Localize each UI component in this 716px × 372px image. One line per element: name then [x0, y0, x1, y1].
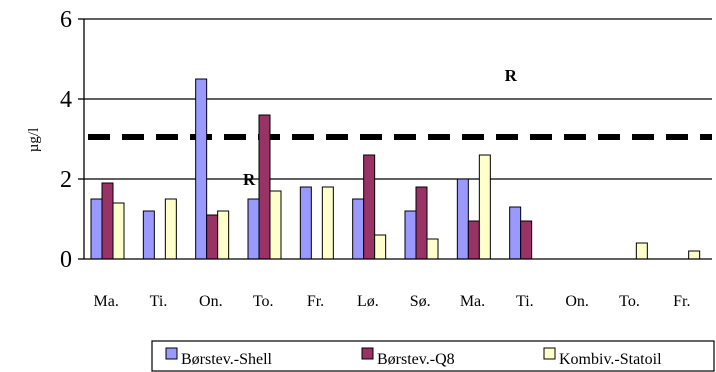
bar: [299, 186, 312, 260]
x-tick-label: Ma.: [460, 293, 485, 310]
bar: [217, 210, 230, 260]
bar: [112, 202, 125, 260]
x-tick-label: Ma.: [94, 293, 119, 310]
bar: [352, 198, 365, 260]
bar: [415, 186, 428, 260]
legend-label: Børstev.-Shell: [181, 351, 273, 368]
legend-box: [151, 340, 715, 372]
x-tick-label: On.: [565, 293, 589, 310]
bar: [688, 250, 701, 260]
x-tick-label: Lø.: [357, 293, 379, 310]
bar: [195, 78, 208, 260]
bar: [206, 214, 219, 260]
bar: [456, 178, 469, 260]
bar: [258, 114, 271, 260]
legend-label: Kombiv.-Statoil: [559, 351, 662, 368]
bar: [520, 220, 533, 260]
x-tick-label: Fr.: [307, 293, 324, 310]
bar: [101, 182, 114, 260]
bar: [374, 234, 387, 260]
bar: [142, 210, 155, 260]
bar: [269, 190, 282, 260]
grid-lines: [84, 18, 712, 180]
legend: Børstev.-Shell Børstev.-Q8 Kombiv.-Statoil: [151, 340, 715, 372]
legend-swatch: [361, 347, 374, 360]
legend-swatch: [165, 347, 178, 360]
bar: [90, 198, 103, 260]
x-tick-label: On.: [199, 293, 223, 310]
y-tick-label: 0: [60, 247, 72, 273]
annotation-label: R: [243, 170, 256, 189]
y-axis-label: µg/l: [26, 128, 42, 152]
x-tick-label: To.: [253, 293, 274, 310]
x-tick-label: Ti.: [150, 293, 168, 310]
x-tick-labels: Ma. Ti. On. To. Fr. Lø. Sø. Ma. Ti. On. To. Fr.: [94, 293, 691, 310]
bar: [404, 210, 417, 260]
annotation-label: R: [505, 66, 518, 85]
bar: [247, 198, 260, 260]
x-tick-label: Ti.: [516, 293, 534, 310]
bar: [426, 238, 439, 260]
axes: [78, 18, 712, 260]
legend-label: Børstev.-Q8: [377, 351, 455, 368]
x-tick-label: Sø.: [410, 293, 431, 310]
y-tick-label: 4: [60, 87, 72, 113]
y-tick-label: 6: [60, 7, 72, 33]
bar: [478, 154, 491, 260]
bars: [90, 78, 701, 260]
x-tick-label: Fr.: [673, 293, 690, 310]
bar: [509, 206, 522, 260]
bar: [635, 242, 648, 260]
bar: [467, 220, 480, 260]
bar: [164, 198, 177, 260]
bar: [321, 186, 334, 260]
y-tick-labels: 0 2 4 6: [60, 7, 72, 273]
legend-swatch: [543, 347, 556, 360]
y-tick-label: 2: [60, 167, 72, 193]
x-tick-label: To.: [619, 293, 640, 310]
bar: [363, 154, 376, 260]
annotations: RR: [243, 66, 518, 189]
